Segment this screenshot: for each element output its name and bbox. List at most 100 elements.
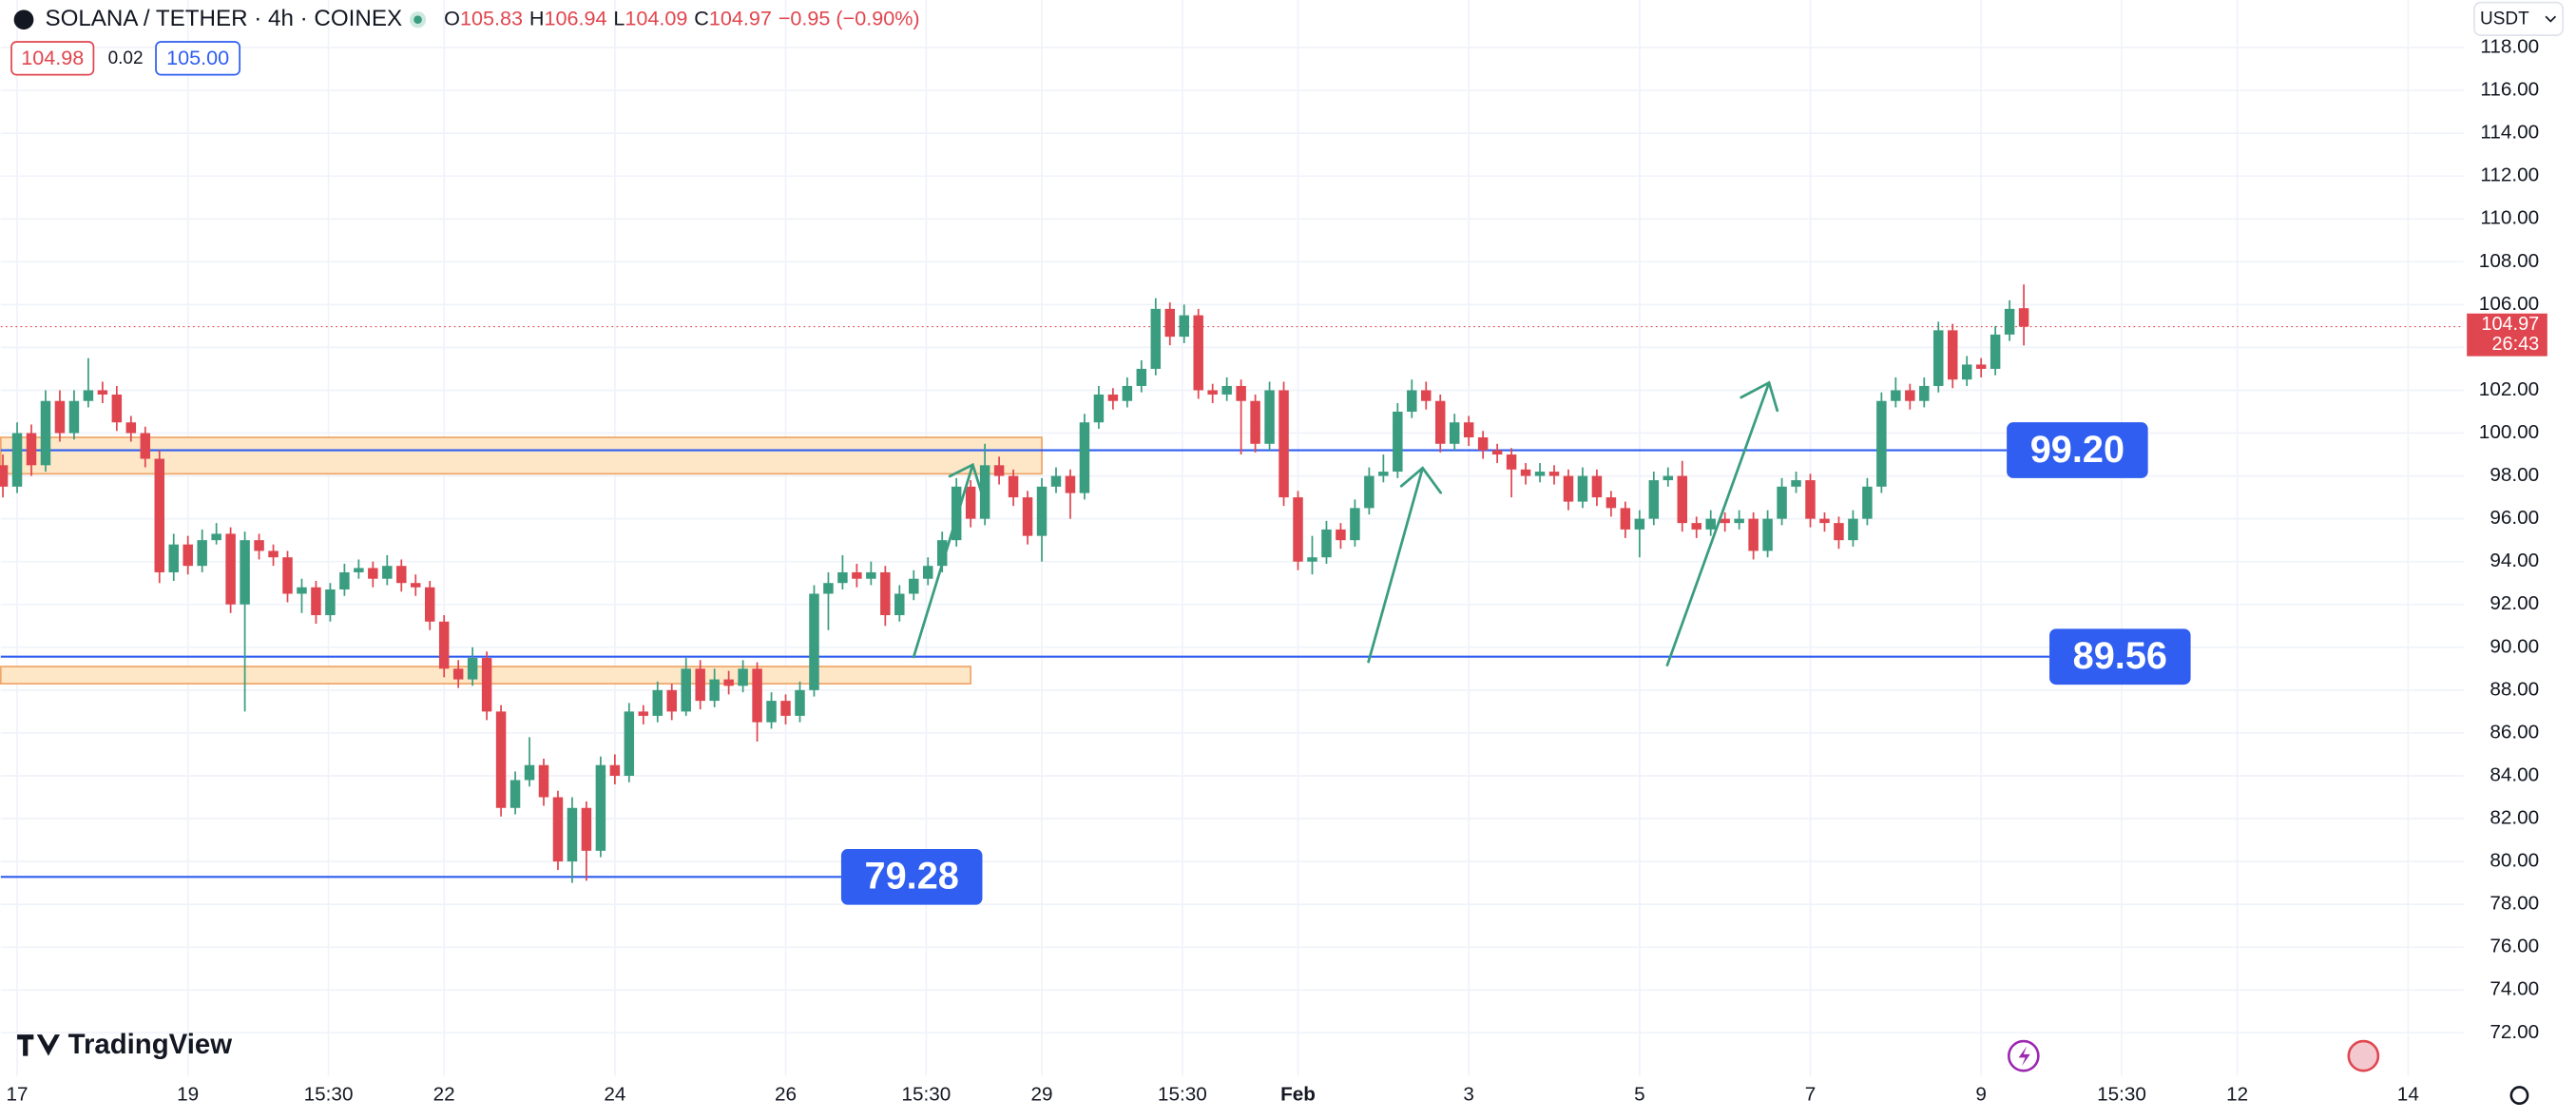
candle-body	[1264, 390, 1275, 444]
candle-body	[624, 711, 635, 776]
x-tick-label: 15:30	[304, 1084, 354, 1106]
candle-body	[666, 689, 677, 712]
candle-body	[866, 571, 876, 579]
flag-icon[interactable]	[2347, 1039, 2380, 1072]
candle-body	[354, 568, 364, 572]
candle-body	[1777, 486, 1787, 519]
candle-body	[1520, 469, 1531, 476]
candle-body	[993, 465, 1005, 476]
candle-body	[1933, 330, 1944, 386]
currency-button[interactable]	[2473, 1, 2565, 36]
candle-body	[894, 593, 905, 616]
candle-body	[1748, 518, 1759, 551]
candle-body	[325, 589, 336, 616]
candle-body	[1378, 472, 1389, 476]
price-label: 104.97	[2481, 314, 2539, 335]
candle-body	[225, 533, 236, 605]
candle-body	[154, 458, 164, 572]
arrow	[1665, 380, 1779, 666]
settings-icon[interactable]	[2509, 1086, 2529, 1106]
level-label-box	[2007, 422, 2148, 478]
candle-body	[581, 807, 592, 851]
arrow	[912, 462, 983, 659]
symbol-icon	[13, 10, 34, 30]
candle-body	[509, 780, 521, 808]
candle-body	[1107, 394, 1119, 401]
candle-body	[1136, 368, 1147, 386]
candles	[0, 284, 2029, 883]
x-tick-label: 19	[177, 1084, 199, 1106]
candle-body	[382, 566, 393, 579]
candle-body	[1534, 472, 1546, 476]
x-tick-label: 24	[604, 1084, 625, 1106]
candle-body	[1947, 330, 1958, 380]
candle-body	[1036, 486, 1048, 536]
candle-body	[1648, 480, 1660, 519]
candle-body	[97, 390, 108, 395]
candle-body	[1791, 480, 1801, 487]
ohlc-key: L	[613, 6, 625, 29]
arrow	[1367, 466, 1443, 664]
bid: 104.98	[21, 46, 84, 69]
x-tick-label: 15:30	[901, 1084, 951, 1106]
status-dot-inner	[413, 15, 422, 25]
x-tick-label: 26	[775, 1084, 797, 1106]
candle-body	[1250, 400, 1260, 444]
candle-body	[809, 593, 819, 690]
candle-body	[1961, 364, 1972, 380]
candle-body	[1605, 497, 1617, 509]
candle-body	[1079, 422, 1090, 493]
candle-body	[1221, 385, 1232, 395]
candle-body	[1022, 497, 1033, 536]
bid-box[interactable]	[10, 41, 95, 76]
zone	[0, 436, 1043, 475]
candle-body	[1563, 475, 1574, 502]
x-tick-label: 15:30	[1158, 1084, 1207, 1106]
candle-body	[795, 689, 805, 716]
grid	[0, 0, 2464, 1076]
candle-body	[709, 679, 720, 702]
candle-body	[1477, 437, 1489, 451]
ohlc-key: C	[694, 6, 709, 29]
candle-body	[1463, 422, 1474, 438]
candle-body	[766, 701, 777, 723]
candle-body	[1193, 315, 1203, 391]
ask-box[interactable]	[155, 41, 241, 76]
candle-body	[1278, 390, 1289, 498]
candle-body	[595, 764, 606, 851]
candle-body	[1336, 529, 1346, 541]
candle-body	[0, 465, 9, 487]
currency: USDT	[2480, 10, 2529, 29]
x-tick-label: 29	[1030, 1084, 1052, 1106]
ohlc-key: O	[444, 6, 460, 29]
candle-body	[282, 557, 293, 594]
candle-body	[83, 390, 94, 401]
candle-body	[1634, 518, 1645, 530]
candle-body	[1293, 497, 1303, 562]
candle-body	[965, 486, 976, 519]
y-tick-label: 110.00	[2480, 207, 2539, 229]
y-tick-label: 82.00	[2489, 806, 2539, 828]
candle-body	[1321, 529, 1332, 558]
y-tick-label: 98.00	[2489, 464, 2539, 486]
y-tick-label: 114.00	[2480, 122, 2539, 144]
y-tick-label: 72.00	[2489, 1021, 2539, 1043]
level-label: 89.56	[2073, 635, 2167, 677]
candle-body	[368, 568, 378, 579]
y-tick-label: 88.00	[2489, 678, 2539, 700]
candle-body	[339, 571, 350, 589]
candle-body	[1307, 557, 1317, 562]
candle-body	[1164, 308, 1176, 338]
candle-body	[424, 587, 435, 622]
candle-body	[467, 658, 478, 680]
level-label: 79.28	[864, 856, 958, 898]
candle-body	[1975, 364, 1987, 369]
spread: 0.02	[108, 48, 144, 68]
candle-body	[1421, 390, 1432, 401]
candle-body	[880, 571, 891, 616]
ohlc-legend: O105.83 H106.94 L104.09 C104.97 −0.95 (−0.90…	[444, 6, 919, 29]
level-labels: 99.20 89.56 79.28	[840, 422, 2191, 905]
candle-body	[240, 540, 250, 605]
symbol-title: SOLANA / TETHER · 4h · COINEX	[45, 6, 402, 31]
candle-body	[211, 533, 221, 541]
